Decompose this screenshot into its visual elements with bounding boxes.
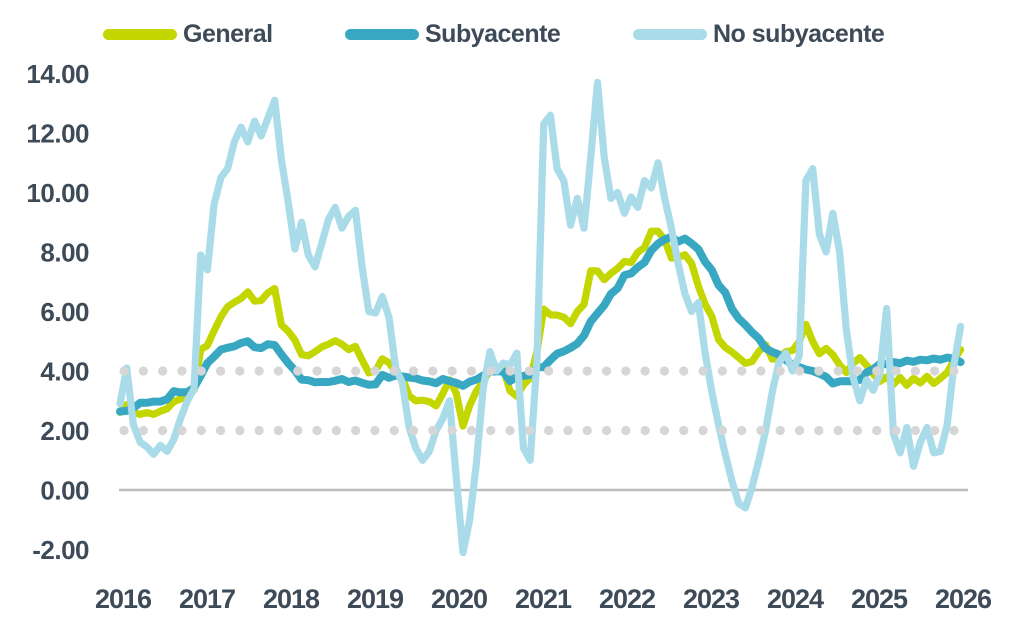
legend-swatch-general-icon: [103, 28, 177, 40]
y-axis-tick-label: 0.00: [40, 476, 89, 506]
x-axis-tick-label: 2020: [431, 584, 487, 614]
x-axis-tick-label: 2018: [263, 584, 320, 614]
y-axis-tick-label: 4.00: [40, 357, 89, 387]
y-axis-tick-label: 8.00: [40, 238, 89, 268]
y-axis-tick-label: 6.00: [40, 297, 89, 327]
x-axis-tick-label: 2022: [599, 584, 655, 614]
legend-label-general: General: [183, 19, 273, 48]
legend-item-subyacente: Subyacente: [345, 17, 561, 51]
x-axis-tick-label: 2023: [683, 584, 740, 614]
legend-label-no-subyacente: No subyacente: [713, 19, 885, 48]
x-axis-tick-label: 2016: [95, 584, 152, 614]
chart-legend: General Subyacente No subyacente: [0, 17, 1024, 51]
y-axis-tick-label: 2.00: [40, 416, 89, 446]
y-axis-tick-label: 12.00: [26, 119, 89, 149]
legend-label-subyacente: Subyacente: [425, 19, 561, 48]
x-axis-tick-label: 2024: [767, 584, 824, 614]
series-line-no-subyacente: [116, 78, 965, 557]
legend-swatch-no-subyacente-icon: [633, 28, 707, 40]
x-axis-tick-label: 2025: [851, 584, 908, 614]
legend-swatch-subyacente-icon: [345, 28, 419, 40]
y-axis-tick-label: 14.00: [26, 59, 89, 89]
y-axis-tick-label: 10.00: [26, 178, 89, 208]
x-axis-tick-label: 2021: [515, 584, 572, 614]
legend-item-no-subyacente: No subyacente: [633, 17, 885, 51]
y-axis-tick-label: -2.00: [32, 535, 89, 565]
x-axis-tick-label: 2019: [347, 584, 404, 614]
x-axis-tick-label: 2017: [179, 584, 235, 614]
x-axis-tick-label: 2026: [935, 584, 992, 614]
legend-item-general: General: [103, 17, 273, 51]
